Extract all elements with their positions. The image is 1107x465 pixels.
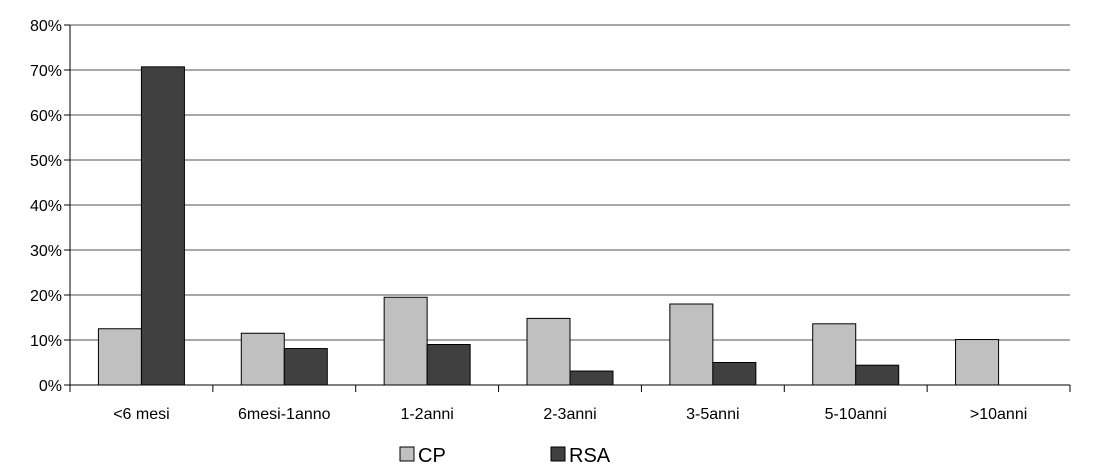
legend-swatch-cp: [399, 446, 415, 462]
legend-label-rsa: RSA: [569, 445, 611, 465]
y-tick-label: 20%: [30, 288, 62, 305]
x-tick-label: 1-2anni: [400, 406, 453, 423]
y-tick-label: 60%: [30, 108, 62, 125]
y-tick-label: 40%: [30, 198, 62, 215]
y-tick-label: 70%: [30, 63, 62, 80]
y-tick-label: 30%: [30, 243, 62, 260]
bar-cp: [812, 323, 857, 386]
x-tick-label: <6 mesi: [113, 406, 169, 423]
y-tick-label: 10%: [30, 333, 62, 350]
bar-cp: [97, 328, 142, 386]
x-tick-label: 3-5anni: [686, 406, 739, 423]
bar-rsa: [712, 362, 757, 386]
legend-swatch-rsa: [550, 446, 566, 462]
bar-rsa: [283, 348, 328, 386]
grid-lines: [70, 24, 1070, 341]
bar-rsa: [140, 66, 185, 386]
x-tick-label: >10anni: [970, 406, 1027, 423]
bar-cp: [955, 339, 1000, 386]
legend: CP RSA: [399, 445, 611, 465]
y-tick-label: 80%: [30, 18, 62, 35]
bar-cp: [240, 332, 285, 386]
bar-cp: [383, 296, 428, 386]
x-axis: <6 mesi 6mesi-1anno 1-2anni 2-3anni 3-5anni 5…: [69, 384, 1071, 423]
y-axis: 0% 10% 20% 30% 40% 50% 60% 70% 80%: [30, 18, 71, 395]
x-tick-label: 6mesi-1anno: [238, 406, 331, 423]
bars: [97, 66, 1000, 386]
y-tick-label: 50%: [30, 153, 62, 170]
legend-label-cp: CP: [418, 445, 446, 465]
x-tick-label: 5-10anni: [825, 406, 887, 423]
bar-rsa: [426, 344, 471, 386]
x-tick-label: 2-3anni: [543, 406, 596, 423]
bar-rsa: [569, 370, 614, 386]
bar-cp: [669, 303, 714, 386]
bar-rsa: [855, 364, 900, 386]
bar-cp: [526, 317, 571, 386]
y-tick-label: 0%: [39, 378, 62, 395]
